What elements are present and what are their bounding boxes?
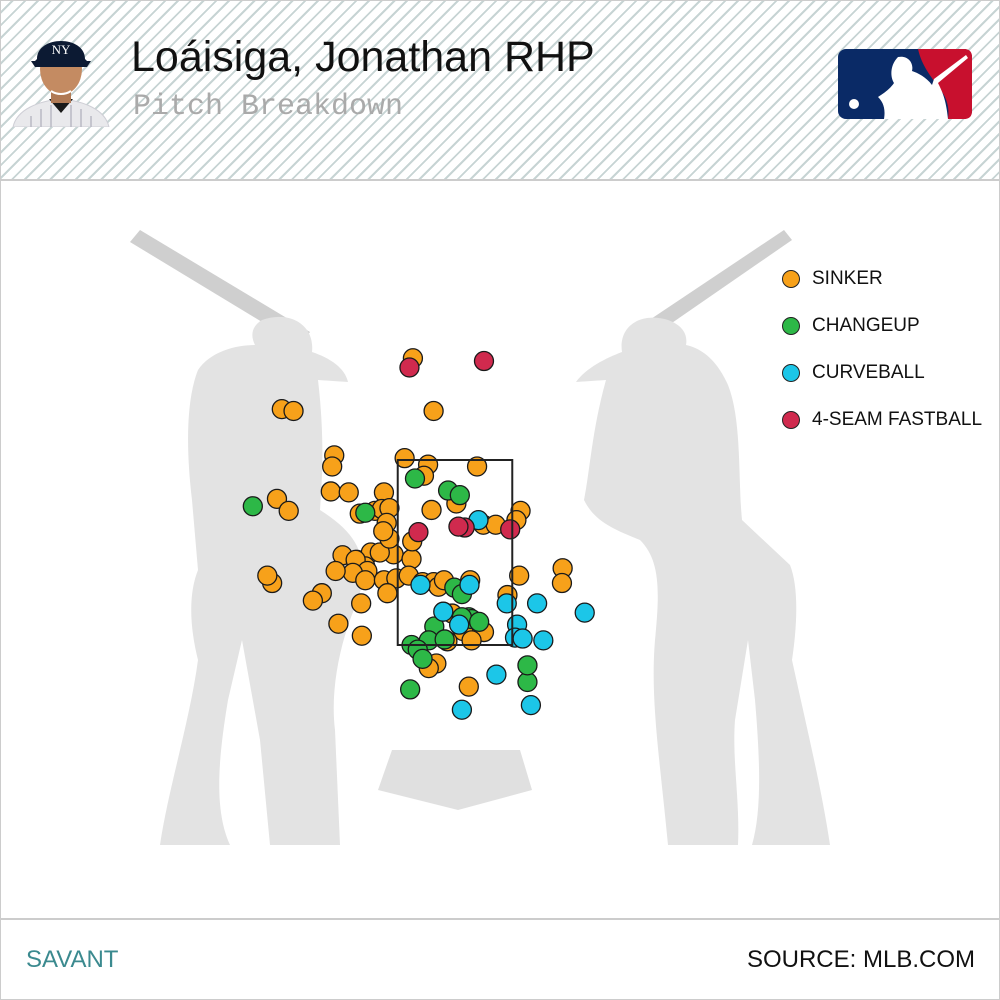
curveball-pitch-point xyxy=(459,574,480,596)
page-title: Loáisiga, Jonathan RHP xyxy=(131,33,595,81)
sinker-pitch-point xyxy=(257,565,278,586)
sinker-pitch-point xyxy=(421,499,442,521)
curveball-pitch-point xyxy=(526,593,548,614)
changeup-pitch-point xyxy=(412,648,433,670)
curveball-pitch-point xyxy=(520,694,542,716)
legend-fastball-dot-icon xyxy=(782,410,800,429)
curveball-pitch-point xyxy=(512,628,533,649)
fastball-pitch-point xyxy=(500,519,521,540)
fastball-pitch-point xyxy=(408,522,429,543)
legend-item-changeup: CHANGEUP xyxy=(782,302,982,349)
sinker-pitch-point xyxy=(551,572,573,594)
changeup-pitch-point xyxy=(355,502,376,523)
sinker-pitch-point xyxy=(302,590,324,611)
curveball-pitch-point xyxy=(410,574,431,596)
changeup-pitch-point xyxy=(399,679,421,700)
legend-sinker-label: SINKER xyxy=(812,267,883,289)
sinker-pitch-point xyxy=(351,593,372,614)
source-label: SOURCE: MLB.COM xyxy=(746,946,975,973)
player-headshot: NY xyxy=(12,41,110,127)
legend-sinker-dot-icon xyxy=(782,269,800,288)
curveball-pitch-point xyxy=(496,593,517,614)
sinker-pitch-point xyxy=(338,482,359,503)
changeup-pitch-point xyxy=(468,611,490,633)
legend-changeup-label: CHANGEUP xyxy=(812,314,920,336)
strike-zone xyxy=(396,459,514,646)
mlb-logo xyxy=(838,49,972,119)
sinker-pitch-point xyxy=(458,676,479,697)
savant-link[interactable]: SAVANT xyxy=(26,946,119,973)
header-banner: NY Loáisiga, Jonathan RHP Pitch Breakdow… xyxy=(1,1,999,181)
sinker-pitch-point xyxy=(328,613,349,634)
pitch-chart xyxy=(130,230,830,845)
legend-curveball-label: CURVEBALL xyxy=(812,361,925,383)
sinker-pitch-point xyxy=(466,456,488,477)
sinker-pitch-point xyxy=(423,400,444,422)
legend-curveball-dot-icon xyxy=(782,363,800,382)
legend-changeup-dot-icon xyxy=(782,316,800,335)
changeup-pitch-point xyxy=(517,655,538,676)
pitch-points xyxy=(242,348,595,720)
sinker-pitch-point xyxy=(351,625,373,646)
sinker-pitch-point xyxy=(401,548,422,570)
changeup-pitch-point xyxy=(404,468,426,489)
cap-logo-text: NY xyxy=(52,42,71,57)
legend-item-fastball: 4-SEAM FASTBALL xyxy=(782,396,982,443)
footer-divider xyxy=(1,918,999,920)
sinker-pitch-point xyxy=(461,630,482,651)
fastball-pitch-point xyxy=(473,350,495,372)
sinker-pitch-point xyxy=(322,456,343,477)
fastball-pitch-point xyxy=(399,357,420,378)
sinker-pitch-point xyxy=(278,500,299,522)
legend-item-curveball: CURVEBALL xyxy=(782,349,982,396)
sinker-pitch-point xyxy=(325,560,346,582)
sinker-pitch-point xyxy=(355,570,376,591)
sinker-pitch-point xyxy=(509,565,530,586)
sinker-pitch-point xyxy=(394,447,415,469)
sinker-pitch-point xyxy=(283,400,304,422)
curveball-pitch-point xyxy=(533,630,554,651)
curveball-pitch-point xyxy=(574,602,595,623)
right-batter-silhouette xyxy=(576,230,830,845)
changeup-pitch-point xyxy=(242,496,263,517)
changeup-pitch-point xyxy=(434,629,455,650)
legend: SINKER CHANGEUP CURVEBALL 4-SEAM FASTBALL xyxy=(782,255,982,443)
home-plate xyxy=(378,750,532,810)
curveball-pitch-point xyxy=(486,664,507,685)
curveball-pitch-point xyxy=(433,601,454,622)
curveball-pitch-point xyxy=(448,614,470,635)
sinker-pitch-point xyxy=(320,481,341,502)
changeup-pitch-point xyxy=(449,484,470,506)
legend-item-sinker: SINKER xyxy=(782,255,982,302)
fastball-pitch-point xyxy=(448,516,469,537)
legend-fastball-label: 4-SEAM FASTBALL xyxy=(812,408,983,430)
sinker-pitch-point xyxy=(369,542,390,563)
sinker-pitch-point xyxy=(373,521,394,542)
sinker-pitch-point xyxy=(377,583,398,604)
page-subtitle: Pitch Breakdown xyxy=(133,90,404,124)
curveball-pitch-point xyxy=(451,699,473,720)
left-batter-silhouette xyxy=(130,230,363,845)
